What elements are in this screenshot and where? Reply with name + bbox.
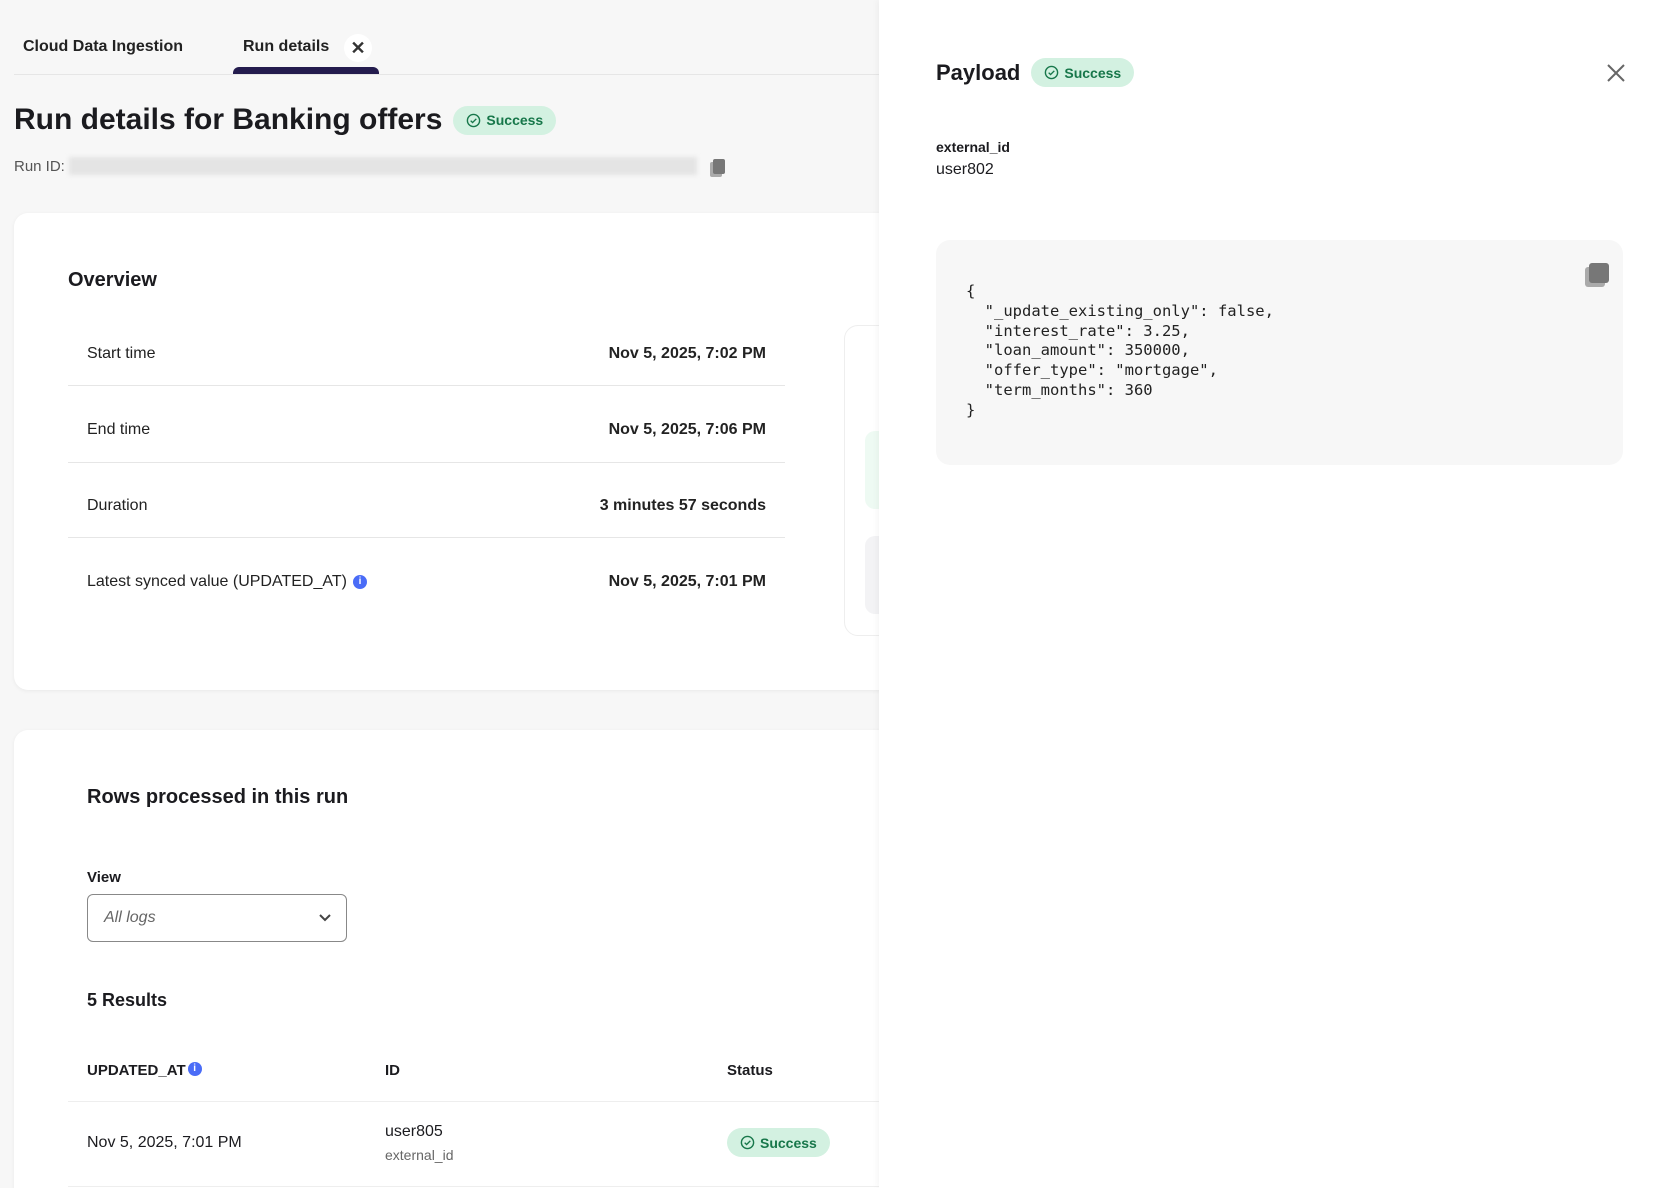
close-icon[interactable] — [1606, 63, 1626, 83]
run-id: Run ID: — [14, 157, 725, 175]
rows-heading: Rows processed in this run — [87, 786, 349, 808]
divider — [68, 1186, 879, 1187]
copy-icon[interactable] — [712, 158, 725, 174]
duration-value: 3 minutes 57 seconds — [599, 497, 766, 514]
tab-cloud-data-ingestion[interactable]: Cloud Data Ingestion — [23, 38, 183, 55]
divider — [68, 1101, 879, 1102]
end-time-value: Nov 5, 2025, 7:06 PM — [608, 421, 766, 438]
check-circle-icon — [1045, 65, 1059, 80]
panel-title: Payload — [936, 59, 1021, 85]
info-icon[interactable]: i — [187, 1062, 202, 1076]
overview-card: Overview — [14, 213, 925, 690]
end-time-label: End time — [87, 421, 151, 438]
status-badge: Success — [453, 105, 557, 135]
run-id-value-redacted — [68, 157, 697, 175]
status-badge: Success — [727, 1128, 830, 1157]
view-select[interactable]: All logs — [87, 894, 347, 942]
cell-id-type: external_id — [385, 1147, 454, 1163]
field-value: user802 — [936, 161, 994, 178]
divider — [68, 537, 785, 538]
payload-panel: Payload Success external_id user802 { "_… — [879, 0, 1669, 1188]
col-id[interactable]: ID — [385, 1062, 400, 1079]
cell-id: user805 — [385, 1123, 443, 1140]
tab-close-icon[interactable]: ✕ — [344, 34, 372, 62]
page-title: Run details for Banking offers — [14, 103, 443, 136]
run-id-label: Run ID: — [14, 157, 65, 175]
view-label: View — [87, 869, 121, 886]
latest-synced-value: Nov 5, 2025, 7:01 PM — [608, 573, 766, 590]
chevron-down-icon — [319, 914, 331, 922]
col-updated-at[interactable]: UPDATED_AT i — [87, 1062, 202, 1079]
check-circle-icon — [467, 113, 481, 127]
panel-header: Payload Success — [936, 58, 1135, 87]
status-badge: Success — [1031, 58, 1135, 87]
tab-divider — [14, 74, 879, 75]
start-time-label: Start time — [87, 345, 156, 362]
status-text: Success — [486, 112, 544, 128]
start-time-value: Nov 5, 2025, 7:02 PM — [608, 345, 766, 362]
field-label: external_id — [936, 139, 1010, 155]
tab-run-details[interactable]: Run details — [243, 38, 330, 55]
divider — [68, 462, 785, 463]
divider — [68, 385, 785, 386]
rows-card — [14, 730, 894, 1188]
latest-synced-label: Latest synced value (UPDATED_AT) i — [87, 573, 367, 591]
active-tab-indicator — [233, 67, 379, 74]
cell-updated-at: Nov 5, 2025, 7:01 PM — [87, 1134, 242, 1151]
copy-icon[interactable] — [1589, 263, 1609, 283]
payload-code-block: { "_update_existing_only": false, "inter… — [936, 240, 1623, 465]
view-select-value: All logs — [104, 909, 156, 926]
info-icon[interactable]: i — [352, 574, 367, 589]
page-header: Run details for Banking offers Success — [14, 103, 557, 137]
overview-heading: Overview — [68, 269, 157, 291]
check-circle-icon — [740, 1135, 755, 1150]
results-count: 5 Results — [87, 990, 168, 1010]
duration-label: Duration — [87, 497, 148, 514]
payload-json: { "_update_existing_only": false, "inter… — [966, 282, 1274, 419]
col-status[interactable]: Status — [727, 1062, 773, 1079]
